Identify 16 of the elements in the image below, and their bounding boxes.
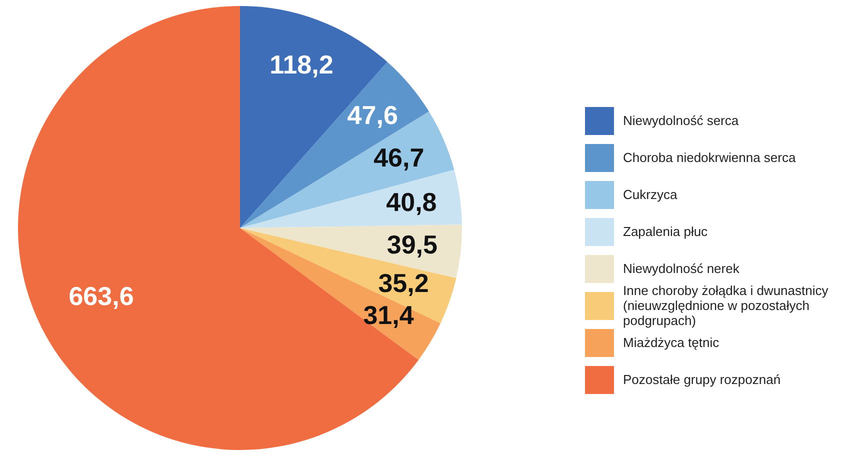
data-label: 31,4	[363, 300, 414, 330]
legend-label: Choroba niedokrwienna serca	[623, 150, 796, 165]
legend-label: Niewydolność nerek	[623, 261, 740, 276]
legend-label: Zapalenia płuc	[623, 224, 708, 239]
legend-label: Niewydolność serca	[623, 113, 739, 128]
data-label: 118,2	[270, 49, 334, 80]
legend-label: Miażdżyca tętnic	[623, 335, 720, 350]
data-label: 663,6	[68, 281, 134, 312]
data-label: 47,6	[347, 100, 398, 130]
data-label: 39,5	[386, 230, 438, 260]
legend-label: Inne choroby żołądka i dwunastnicy (nieuwzględnione w pozostałych podgrupach)	[623, 283, 830, 328]
data-label: 46,7	[374, 142, 424, 172]
legend-label: Cukrzyca	[623, 187, 678, 202]
data-label: 40,8	[386, 186, 437, 217]
data-label: 35,2	[378, 268, 429, 298]
legend-label: Pozostałe grupy rozpoznań	[623, 372, 781, 387]
